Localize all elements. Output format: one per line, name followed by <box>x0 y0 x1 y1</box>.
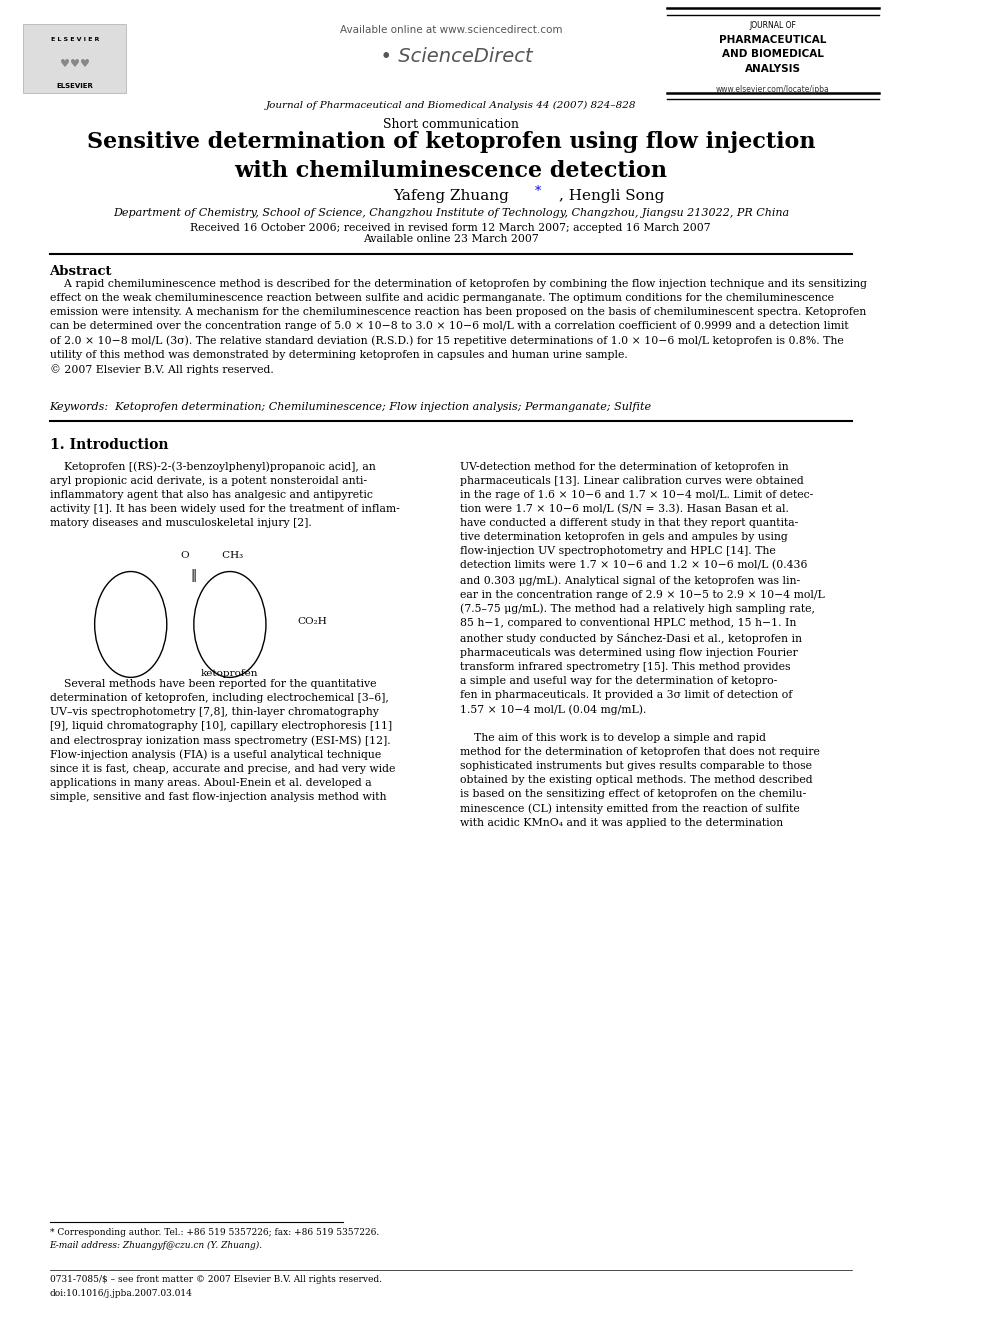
Text: ELSEVIER: ELSEVIER <box>57 83 93 89</box>
Text: Journal of Pharmaceutical and Biomedical Analysis 44 (2007) 824–828: Journal of Pharmaceutical and Biomedical… <box>266 102 636 110</box>
Text: ketoprofen: ketoprofen <box>201 669 259 679</box>
Text: Available online at www.sciencedirect.com: Available online at www.sciencedirect.co… <box>339 25 562 36</box>
Text: ANALYSIS: ANALYSIS <box>745 64 801 74</box>
Text: Short communication: Short communication <box>383 118 519 131</box>
Text: Sensitive determination of ketoprofen using flow injection
with chemiluminescenc: Sensitive determination of ketoprofen us… <box>86 131 815 181</box>
Text: Keywords:  Ketoprofen determination; Chemiluminescence; Flow injection analysis;: Keywords: Ketoprofen determination; Chem… <box>50 402 652 413</box>
Text: AND BIOMEDICAL: AND BIOMEDICAL <box>721 49 823 60</box>
Text: E L S E V I E R: E L S E V I E R <box>51 37 99 42</box>
Text: doi:10.1016/j.jpba.2007.03.014: doi:10.1016/j.jpba.2007.03.014 <box>50 1289 192 1298</box>
Text: Ketoprofen [(RS)-2-(3-benzoylphenyl)propanoic acid], an
aryl propionic acid deri: Ketoprofen [(RS)-2-(3-benzoylphenyl)prop… <box>50 462 400 528</box>
Text: O          CH₃: O CH₃ <box>181 552 243 560</box>
Text: A rapid chemiluminescence method is described for the determination of ketoprofe: A rapid chemiluminescence method is desc… <box>50 279 867 376</box>
Text: www.elsevier.com/locate/jpba: www.elsevier.com/locate/jpba <box>715 86 829 94</box>
Text: JOURNAL OF: JOURNAL OF <box>749 21 796 29</box>
Text: Department of Chemistry, School of Science, Changzhou Institute of Technology, C: Department of Chemistry, School of Scien… <box>113 208 789 218</box>
Text: • ScienceDirect: • ScienceDirect <box>368 48 533 66</box>
Text: * Corresponding author. Tel.: +86 519 5357226; fax: +86 519 5357226.: * Corresponding author. Tel.: +86 519 53… <box>50 1228 379 1237</box>
Text: 0731-7085/$ – see front matter © 2007 Elsevier B.V. All rights reserved.: 0731-7085/$ – see front matter © 2007 El… <box>50 1275 382 1285</box>
Text: CO₂H: CO₂H <box>298 618 327 626</box>
Text: UV-detection method for the determination of ketoprofen in
pharmaceuticals [13].: UV-detection method for the determinatio… <box>459 462 824 828</box>
Text: ‖: ‖ <box>190 569 197 582</box>
Text: , Hengli Song: , Hengli Song <box>558 189 665 202</box>
Text: ♥♥♥: ♥♥♥ <box>60 58 90 69</box>
Text: PHARMACEUTICAL: PHARMACEUTICAL <box>719 34 826 45</box>
Text: 1. Introduction: 1. Introduction <box>50 438 168 452</box>
Text: *: * <box>535 185 541 198</box>
Text: E-mail address: Zhuangyf@czu.cn (Y. Zhuang).: E-mail address: Zhuangyf@czu.cn (Y. Zhua… <box>50 1241 263 1250</box>
Text: Several methods have been reported for the quantitative
determination of ketopro: Several methods have been reported for t… <box>50 679 395 802</box>
Text: Received 16 October 2006; received in revised form 12 March 2007; accepted 16 Ma: Received 16 October 2006; received in re… <box>190 222 711 233</box>
Text: Abstract: Abstract <box>50 265 112 278</box>
FancyBboxPatch shape <box>23 24 126 93</box>
Text: Available online 23 March 2007: Available online 23 March 2007 <box>363 234 539 245</box>
Text: Yafeng Zhuang: Yafeng Zhuang <box>393 189 509 202</box>
